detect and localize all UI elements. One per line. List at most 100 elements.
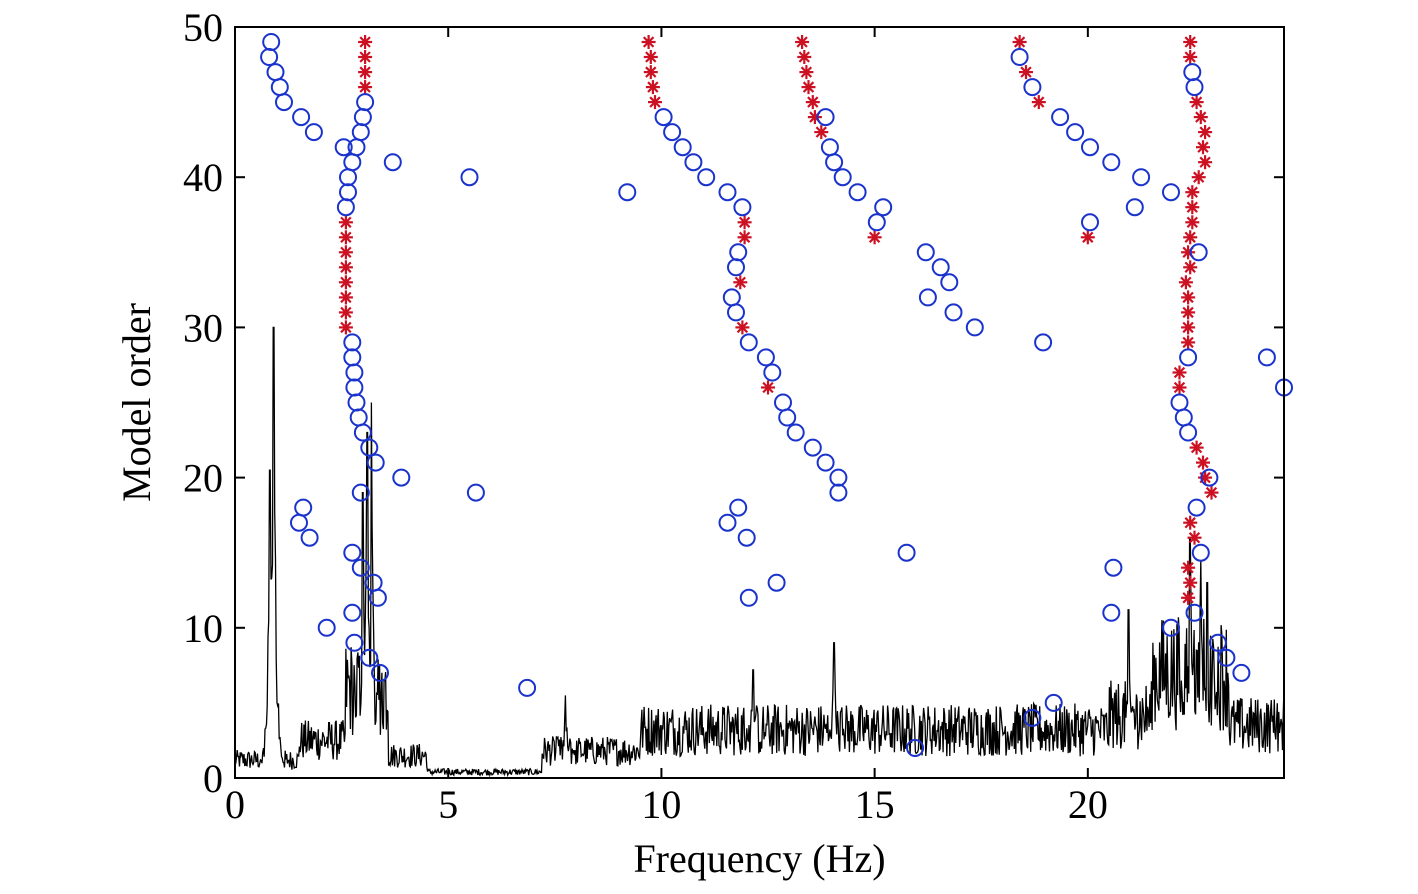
- unstable-pole-marker: [353, 423, 372, 442]
- stable-pole-marker-stroke: [1188, 532, 1201, 544]
- stable-pole-marker-stroke: [815, 126, 827, 138]
- unstable-pole-marker: [1185, 603, 1204, 622]
- unstable-pole-marker: [654, 108, 673, 127]
- unstable-pole-marker: [906, 739, 925, 757]
- stable-pole-marker: [814, 125, 829, 140]
- stable-pole-marker: [1191, 170, 1206, 185]
- stable-pole-marker-stroke: [1186, 201, 1198, 213]
- unstable-pole-marker: [618, 183, 637, 202]
- stable-pole-marker: [338, 275, 353, 290]
- stable-pole-marker-stroke: [1190, 96, 1203, 108]
- unstable-pole-marker: [343, 603, 362, 622]
- unstable-pole-marker: [918, 288, 937, 307]
- stable-pole-marker: [1187, 530, 1202, 545]
- stable-pole-marker: [1198, 470, 1213, 485]
- unstable-pole-marker: [1051, 108, 1070, 127]
- stable-pole-marker-stroke: [1033, 96, 1045, 108]
- unstable-pole-marker: [1034, 333, 1053, 352]
- unstable-pole-marker: [786, 423, 805, 442]
- x-tick-label: 20: [1068, 782, 1108, 827]
- unstable-pole-marker: [663, 123, 682, 142]
- stable-pole-marker-stroke: [340, 321, 352, 334]
- unstable-pole-marker: [733, 198, 752, 217]
- unstable-pole-marker: [1125, 198, 1144, 217]
- stable-pole-marker-stroke: [1193, 171, 1205, 183]
- stable-pole-marker: [1183, 260, 1198, 275]
- unstable-pole-marker: [345, 633, 364, 652]
- stable-pole-marker: [867, 230, 882, 245]
- unstable-pole-marker: [260, 48, 279, 66]
- stable-pole-marker-stroke: [1182, 562, 1194, 574]
- stable-pole-marker: [795, 35, 810, 49]
- stable-pole-marker-stroke: [734, 276, 746, 288]
- unstable-pole-marker: [1189, 243, 1208, 262]
- stable-pole-marker: [1185, 200, 1200, 215]
- stable-pole-marker: [1181, 560, 1196, 575]
- stable-pole-marker: [1198, 125, 1213, 140]
- stable-pole-marker-stroke: [868, 231, 881, 243]
- stable-pole-marker-stroke: [798, 51, 810, 63]
- unstable-pole-marker: [460, 168, 479, 187]
- stable-pole-marker-stroke: [1182, 291, 1194, 304]
- stable-pole-marker-stroke: [340, 291, 352, 304]
- stable-pole-marker: [338, 245, 353, 260]
- unstable-pole-marker: [1187, 498, 1206, 517]
- marker-layer: [260, 33, 1293, 757]
- stable-pole-marker-stroke: [1184, 231, 1196, 243]
- unstable-pole-marker: [867, 213, 886, 232]
- unstable-pole-marker: [1023, 708, 1042, 727]
- unstable-pole-marker: [1010, 48, 1029, 66]
- stable-pole-marker: [797, 50, 812, 64]
- stable-pole-marker: [648, 95, 662, 110]
- unstable-pole-marker: [371, 663, 389, 682]
- stable-pole-marker: [358, 50, 373, 64]
- stable-pole-marker: [645, 80, 660, 95]
- x-tick-label: 10: [641, 782, 681, 827]
- stable-pole-marker-stroke: [359, 36, 371, 48]
- stable-pole-marker-stroke: [1184, 36, 1196, 48]
- unstable-pole-marker: [1179, 348, 1198, 367]
- stable-pole-marker-stroke: [1020, 66, 1032, 78]
- stable-pole-marker: [1196, 140, 1210, 155]
- unstable-pole-marker: [816, 453, 835, 472]
- stable-pole-marker: [1183, 35, 1198, 49]
- unstable-pole-marker: [1208, 633, 1227, 652]
- stable-pole-marker-stroke: [1082, 231, 1094, 243]
- unstable-pole-marker: [1023, 78, 1042, 97]
- stable-pole-marker: [1183, 515, 1198, 530]
- unstable-pole-marker: [275, 93, 293, 112]
- x-tick-label: 5: [438, 782, 458, 827]
- stable-pole-marker: [643, 65, 658, 80]
- unstable-pole-marker: [290, 513, 308, 532]
- unstable-pole-marker: [1162, 618, 1180, 637]
- stable-pole-marker: [338, 290, 353, 305]
- stable-pole-marker: [1198, 155, 1213, 170]
- stable-pole-marker: [358, 35, 373, 49]
- stable-pole-marker: [1181, 335, 1196, 350]
- unstable-pole-marker: [351, 558, 370, 577]
- unstable-pole-marker: [874, 198, 893, 217]
- stable-pole-marker: [641, 35, 656, 49]
- stable-pole-marker: [735, 320, 750, 335]
- unstable-pole-marker: [336, 198, 355, 217]
- stable-pole-marker: [338, 260, 353, 275]
- stable-pole-marker-stroke: [762, 381, 774, 394]
- stable-pole-marker: [1012, 35, 1027, 49]
- stable-pole-marker-stroke: [340, 276, 352, 288]
- stable-pole-marker: [338, 305, 353, 320]
- stable-pole-marker-stroke: [796, 36, 808, 48]
- stable-pole-marker-stroke: [359, 81, 371, 93]
- stable-pole-marker-stroke: [1180, 276, 1192, 288]
- stable-pole-marker-stroke: [340, 216, 352, 228]
- plot-frame: [234, 26, 1285, 779]
- x-tick-label: 15: [855, 782, 895, 827]
- stable-pole-marker-stroke: [1173, 381, 1186, 394]
- stable-pole-marker: [737, 230, 752, 245]
- stable-pole-marker: [358, 65, 373, 80]
- stable-pole-marker: [1204, 485, 1219, 500]
- unstable-pole-marker: [718, 513, 737, 532]
- y-tick-label: 20: [183, 456, 223, 501]
- unstable-pole-marker: [833, 168, 852, 187]
